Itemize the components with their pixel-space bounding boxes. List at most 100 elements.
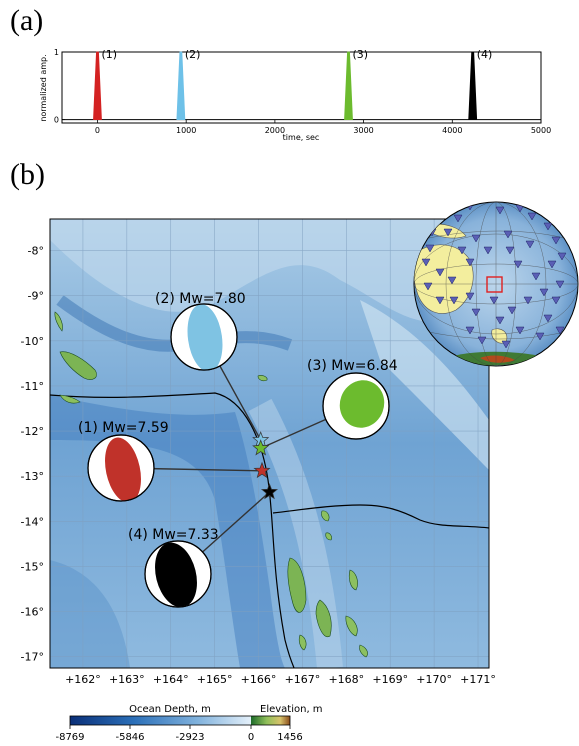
latitude-label: -11° [21, 380, 44, 393]
seismic-station-icon [435, 268, 445, 277]
colorbar-tick-label: 0 [248, 732, 254, 743]
island-solomon-3 [59, 394, 81, 404]
colorbar-frame [69, 715, 291, 726]
latitude-tick-labels: -8° -9° -10° -11° -12° -13° -14° -15° -16° -17° [21, 245, 44, 664]
y-tick-label: 0 [54, 116, 59, 125]
seismic-station-icon [495, 206, 505, 215]
island-banks [321, 510, 330, 522]
longitude-label: +164° [153, 673, 189, 686]
latitude-label: -16° [21, 606, 44, 619]
x-axis-label: time, sec [283, 133, 320, 142]
seismic-station-icon [457, 246, 467, 255]
seismic-station-icon [539, 288, 549, 297]
latitude-label: -9° [28, 290, 44, 303]
beachball-1-fill [105, 437, 141, 503]
panel-a-chart: 0 1000 2000 3000 4000 5000 0 1 (1) (2) (3) (4) ti… [39, 48, 551, 142]
colorbar-tick-label: 1456 [277, 732, 302, 743]
island-ambrym [359, 644, 368, 658]
southwest-basin [50, 560, 130, 668]
latitude-label: -14° [21, 515, 44, 528]
seismic-station-icon [515, 326, 525, 335]
shallow-plateau [50, 219, 489, 322]
waveform-peak-4 [468, 51, 478, 121]
seismic-station-icon [423, 282, 433, 291]
rise [360, 300, 489, 470]
island-santa-cruz [257, 375, 268, 382]
seismic-station-icon [453, 214, 463, 223]
seismic-station-icon [547, 260, 557, 269]
y-axis-label: normalized amp. [39, 54, 48, 121]
inset-globe [413, 201, 579, 367]
waveform-peak-3 [344, 51, 353, 121]
plot-frame [61, 51, 542, 124]
seismic-station-icon [507, 306, 517, 315]
seismic-station-icon [503, 230, 513, 239]
seismic-station-icon [465, 292, 475, 301]
island-pentecost [345, 615, 358, 637]
x-tick-label: 4000 [442, 126, 462, 135]
seismic-station-icon [443, 228, 453, 237]
epicenter-star-2 [252, 439, 270, 456]
longitude-tick-labels: +162° +163° +164° +165° +166° +167° +168° +169°… [65, 673, 496, 686]
plate-boundary-east [272, 504, 489, 529]
seismic-station-icon [421, 258, 431, 267]
x-tick-label: 0 [95, 126, 100, 135]
latitude-label: -13° [21, 470, 44, 483]
panel-b-letter: (b) [10, 158, 45, 191]
latitude-label: -8° [28, 245, 44, 258]
seismic-station-icon [495, 316, 505, 325]
island-small-2 [298, 634, 307, 651]
island-malakula [315, 599, 332, 638]
waveform-label-1: (1) [101, 48, 117, 61]
plate-boundary-trench [50, 392, 295, 668]
event-label-1: (1) Mw=7.59 [78, 420, 169, 436]
beachball-3 [322, 372, 390, 440]
beachball-3-fill [339, 380, 385, 428]
x-tick-label: 5000 [531, 126, 551, 135]
seismic-station-icon [543, 314, 553, 323]
island-espiritu-santo [287, 557, 307, 613]
x-tick-label: 2000 [265, 126, 285, 135]
event-label-3: (3) Mw=6.84 [307, 358, 398, 374]
seismic-station-icon [501, 340, 511, 349]
longitude-label: +171° [460, 673, 496, 686]
seismic-station-icon [447, 276, 457, 285]
seismic-station-icon [525, 240, 535, 249]
colorbar-tick-label: -2923 [175, 732, 204, 743]
panel-b-map: +162° +163° +164° +165° +166° +167° +168° +169°… [21, 201, 579, 686]
seismic-station-icon [535, 332, 545, 341]
epicenter-star-4 [260, 483, 279, 500]
beachball-4-fill [155, 542, 197, 608]
seismic-station-icon [425, 244, 435, 253]
epicenter-star-3 [253, 461, 271, 479]
longitude-label: +166° [241, 673, 277, 686]
beachball-2 [170, 303, 238, 372]
map-frame [49, 218, 490, 669]
colorbar-tick-label: -5846 [115, 732, 144, 743]
seismic-station-icon [465, 258, 475, 267]
beachball-1 [87, 434, 155, 503]
event-label-2: (2) Mw=7.80 [155, 291, 246, 307]
seismic-station-icon [477, 336, 487, 345]
island-small-1 [325, 532, 332, 541]
x-axis-ticks: 0 1000 2000 3000 4000 5000 [95, 120, 551, 135]
study-area-box [486, 276, 503, 293]
waveform-peak-1 [93, 51, 102, 121]
latitude-label: -15° [21, 560, 44, 573]
waveform-label-2: (2) [185, 48, 201, 61]
latitude-label: -12° [21, 425, 44, 438]
longitude-label: +165° [197, 673, 233, 686]
seismic-station-icon [449, 296, 459, 305]
y-tick-label: 1 [54, 48, 59, 57]
seismic-station-icon [531, 272, 541, 281]
colorbar-tick-label: -8769 [55, 732, 84, 743]
seismic-station-icon [523, 296, 533, 305]
waveform-label-4: (4) [477, 48, 493, 61]
seismic-station-icon [551, 236, 561, 245]
longitude-label: +162° [65, 673, 101, 686]
latitude-label: -17° [21, 651, 44, 664]
panel-a-letter: (a) [10, 4, 44, 37]
seismic-station-icon [489, 296, 499, 305]
colorbar-ocean-label: Ocean Depth, m [129, 704, 211, 715]
